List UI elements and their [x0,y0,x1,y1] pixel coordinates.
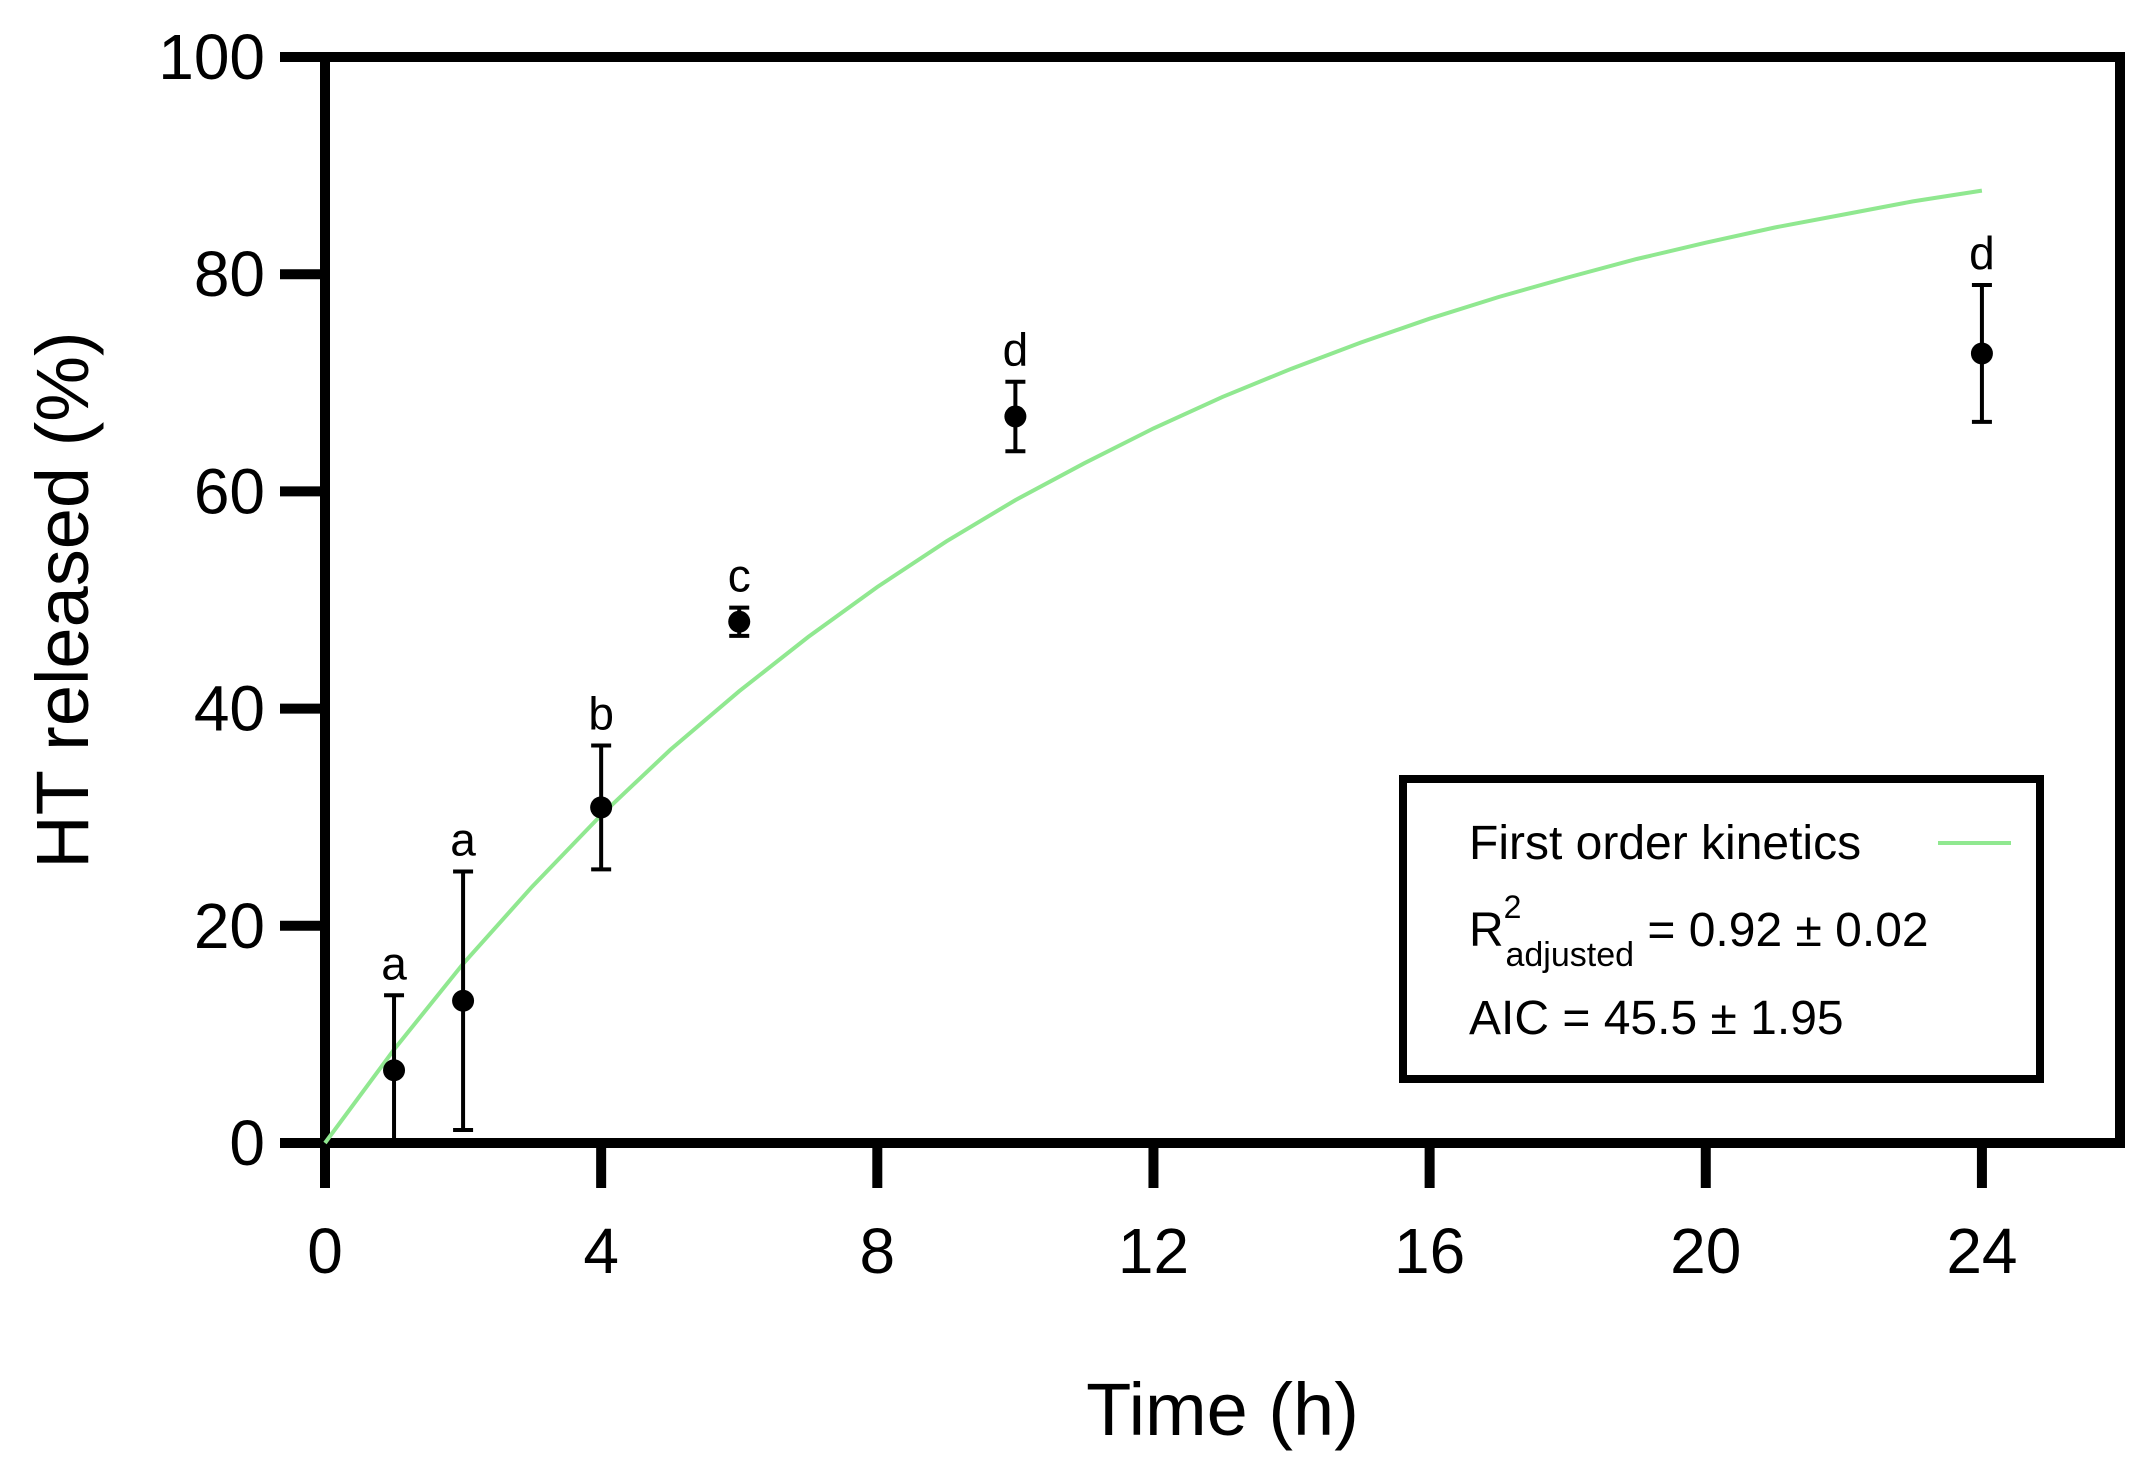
data-point [1004,405,1027,428]
plot-frame [320,52,2125,1148]
x-tick-label: 0 [307,1215,343,1287]
y-tick-label: 20 [194,890,265,962]
r2-value: = 0.92 ± 0.02 [1634,904,1929,957]
significance-letter: a [450,814,476,866]
data-point [1970,342,1993,365]
legend-r2: R2 adjusted = 0.92 ± 0.02 [1469,889,1929,974]
y-tick-label: 60 [194,455,265,527]
y-tick-label: 100 [158,21,265,93]
significance-letter: c [728,550,751,602]
r2-subscript: adjusted [1505,936,1634,974]
x-axis-title: Time (h) [1086,1368,1359,1451]
significance-letter: d [1969,227,1995,279]
y-tick-label: 40 [194,673,265,745]
legend-label: First order kinetics [1469,817,1861,870]
data-point [383,1059,406,1082]
r2-superscript: 2 [1504,889,1522,925]
y-tick-label: 80 [194,238,265,310]
data-point [590,796,613,819]
x-tick-label: 16 [1394,1215,1465,1287]
x-tick-label: 20 [1670,1215,1741,1287]
data-point [728,610,751,633]
x-tick-label: 12 [1118,1215,1189,1287]
legend-aic: AIC = 45.5 ± 1.95 [1469,992,1844,1045]
significance-letter: a [381,937,407,989]
x-tick-label: 4 [583,1215,619,1287]
r2-base: R [1469,904,1504,957]
y-tick-label: 0 [229,1107,265,1179]
x-tick-label: 8 [860,1215,896,1287]
significance-letter: d [1003,324,1029,376]
significance-letter: b [588,688,614,740]
legend-box [1399,775,2044,1083]
data-point [452,989,475,1012]
y-axis-title: HT released (%) [21,331,104,868]
x-tick-label: 24 [1946,1215,2017,1287]
